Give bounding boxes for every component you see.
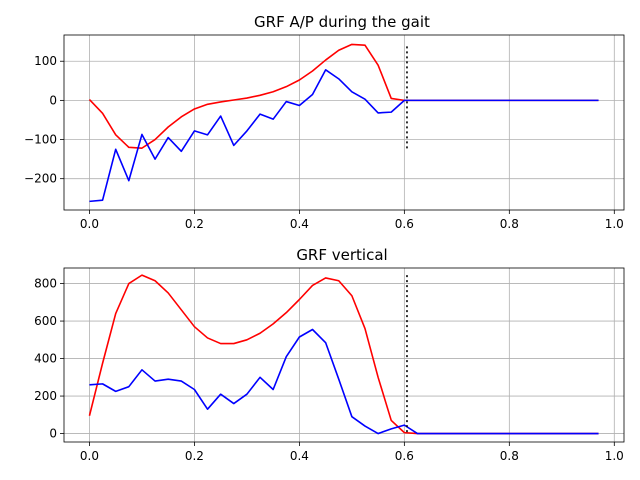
vertical-y-tick-label-0: 0 [49, 427, 57, 441]
ap-x-tick-label-1: 0.2 [185, 217, 204, 231]
ap-y-tick-label-2: 0 [49, 93, 57, 107]
vertical-x-tick-label-2: 0.4 [290, 449, 309, 463]
vertical-x-tick-label-3: 0.6 [395, 449, 414, 463]
ap-x-tick-label-2: 0.4 [290, 217, 309, 231]
vertical-x-tick-label-1: 0.2 [185, 449, 204, 463]
vertical-y-tick-label-2: 400 [34, 352, 57, 366]
ap-chart-title: GRF A/P during the gait [254, 13, 430, 31]
vertical-y-tick-label-4: 800 [34, 277, 57, 291]
ap-x-tick-label-4: 0.8 [500, 217, 519, 231]
vertical-x-tick-label-4: 0.8 [500, 449, 519, 463]
ap-x-tick-label-5: 1.0 [605, 217, 624, 231]
vertical-series-line-blue [89, 328, 599, 435]
ap-axes-frame [63, 34, 625, 211]
vertical-chart-title: GRF vertical [296, 246, 387, 264]
ap-y-tick-label-0: −200 [24, 172, 57, 186]
vertical-x-tick-label-5: 1.0 [605, 449, 624, 463]
ap-series-line-blue [89, 69, 599, 203]
ap-x-tick-label-0: 0.0 [80, 217, 99, 231]
vertical-force-chart: GRF vertical 0.0 0.2 0.4 0.6 0.8 1.0 0 200 400 60… [34, 246, 625, 463]
ap-x-tick-label-3: 0.6 [395, 217, 414, 231]
ap-y-tick-label-3: 100 [34, 54, 57, 68]
vertical-y-tick-label-3: 600 [34, 314, 57, 328]
vertical-series-line-red [88, 274, 599, 435]
ap-y-tick-label-1: −100 [24, 133, 57, 147]
vertical-axes-frame [63, 267, 625, 443]
vertical-x-tick-label-0: 0.0 [80, 449, 99, 463]
ap-force-chart: GRF A/P during the gait 0.0 0.2 0.4 0.6 0.8 1… [24, 13, 625, 231]
vertical-y-tick-label-1: 200 [34, 389, 57, 403]
ap-series-line-red [88, 43, 599, 149]
